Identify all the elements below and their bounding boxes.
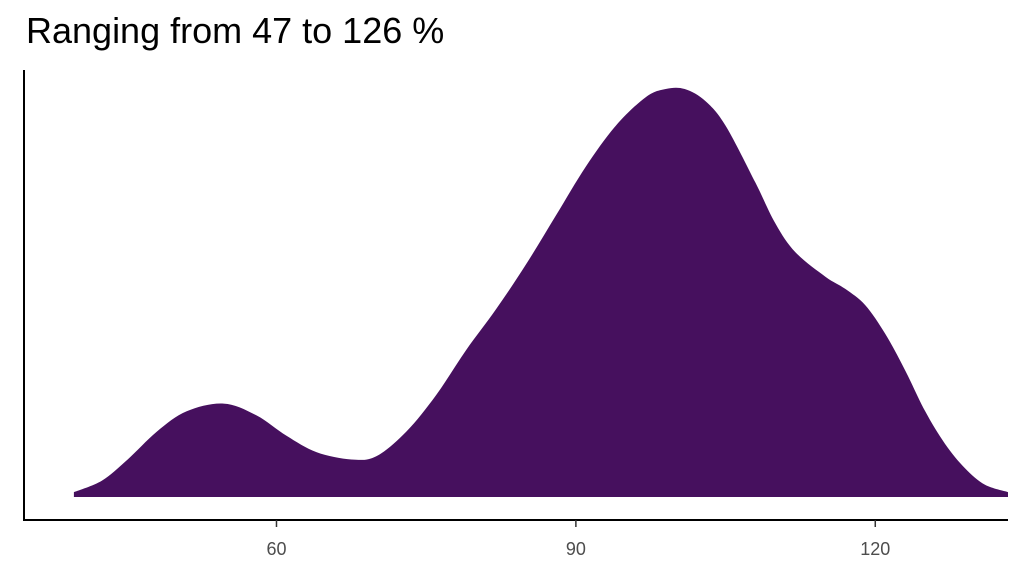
density-area (73, 87, 1008, 498)
x-tick-label: 60 (266, 539, 286, 559)
chart-title: Ranging from 47 to 126 % (26, 10, 445, 51)
x-tick-label: 120 (860, 539, 890, 559)
x-tick-label: 90 (566, 539, 586, 559)
